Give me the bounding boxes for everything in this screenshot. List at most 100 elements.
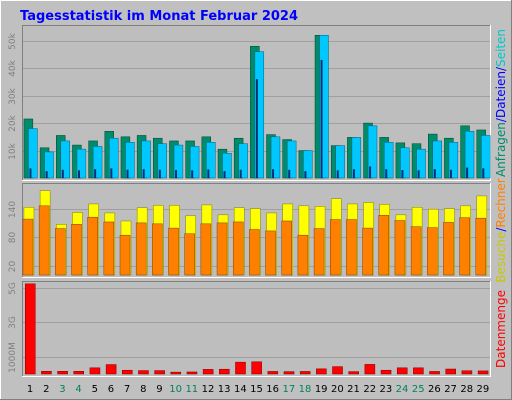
bar-rechner xyxy=(313,228,325,276)
bar-seiten xyxy=(401,170,404,178)
bar-dateien xyxy=(303,150,313,179)
bar-datenmenge xyxy=(89,367,101,375)
bar-dateien xyxy=(206,142,216,179)
x-tick-label: 7 xyxy=(124,384,130,395)
y-tick-label: 3G xyxy=(8,316,18,329)
bar-datenmenge xyxy=(251,361,262,375)
bar-rechner xyxy=(119,234,131,276)
bar-datenmenge xyxy=(235,361,246,375)
bar-seiten xyxy=(223,171,226,178)
bar-dateien xyxy=(270,136,281,179)
y-tick-label: 10k xyxy=(8,142,18,159)
x-tick-label: 25 xyxy=(412,384,425,395)
x-tick-label: 13 xyxy=(218,384,231,395)
bar-seiten xyxy=(142,169,145,178)
bar-rechner xyxy=(297,234,309,276)
bar-seiten xyxy=(158,169,161,178)
bar-seiten xyxy=(466,167,469,178)
bar-dateien xyxy=(173,144,184,179)
panel-middle: 20 80 140 Besuche/Rechner xyxy=(8,178,508,282)
x-tick-label: 10 xyxy=(169,384,182,395)
chart-title: Tagesstatistik im Monat Februar 2024 xyxy=(20,9,298,24)
bar-seiten xyxy=(433,169,436,178)
bar-datenmenge xyxy=(445,368,456,375)
bar-dateien xyxy=(92,146,103,179)
y-tick-label: 30k xyxy=(8,87,18,104)
legend-label-part: / xyxy=(494,66,508,71)
bar-datenmenge xyxy=(396,367,408,375)
bar-datenmenge xyxy=(332,366,343,375)
bar-rechner xyxy=(87,216,98,276)
x-tick-label: 23 xyxy=(380,384,393,395)
legend-label-top: Anfragen/Dateien/Seiten xyxy=(494,29,508,177)
y-tick-label: 80 xyxy=(8,232,18,244)
bar-datenmenge xyxy=(57,371,68,375)
bar-rechner xyxy=(362,227,373,276)
bar-datenmenge xyxy=(380,369,392,375)
bar-seiten xyxy=(288,169,291,178)
x-tick-label: 22 xyxy=(363,384,376,395)
bar-datenmenge xyxy=(41,371,52,375)
bar-datenmenge xyxy=(283,371,295,375)
legend-label-part: / xyxy=(494,117,508,122)
x-tick-label: 3 xyxy=(59,384,65,395)
bar-dateien xyxy=(60,140,70,179)
legend-label-bottom: Datenmenge xyxy=(494,290,508,368)
bar-seiten xyxy=(29,168,32,178)
bar-dateien xyxy=(28,128,38,179)
bar-dateien xyxy=(351,137,362,179)
bar-dateien xyxy=(319,34,329,179)
legend-label-part: Rechner xyxy=(494,178,508,227)
bar-rechner xyxy=(410,226,422,276)
x-tick-label: 18 xyxy=(299,384,312,395)
bar-rechner xyxy=(200,223,212,276)
bar-rechner xyxy=(152,223,163,276)
x-tick-label: 1 xyxy=(27,384,33,395)
legend-label-part: Anfragen xyxy=(494,122,508,177)
bar-seiten xyxy=(110,168,113,178)
bar-dateien xyxy=(157,143,167,179)
bar-datenmenge xyxy=(348,371,359,375)
bar-datenmenge xyxy=(316,368,327,375)
legend-label-part: Besuche xyxy=(494,232,508,283)
bar-datenmenge xyxy=(364,364,376,375)
bar-rechner xyxy=(22,218,34,276)
bar-seiten xyxy=(126,169,129,178)
bar-datenmenge xyxy=(170,371,182,375)
bar-seiten xyxy=(175,170,178,178)
bar-dateien xyxy=(141,140,151,179)
bar-dateien xyxy=(481,135,491,179)
legend-label-middle: Besuche/Rechner xyxy=(494,178,508,282)
panel-bottom: 1000M 3G 5G Datenmenge xyxy=(8,281,508,377)
x-tick-label: 26 xyxy=(428,384,441,395)
bar-dateien xyxy=(44,151,54,179)
y-tick-label: 140 xyxy=(8,201,18,218)
bar-seiten xyxy=(239,169,242,178)
bar-datenmenge xyxy=(122,369,133,375)
bar-dateien xyxy=(222,153,232,179)
bar-seiten xyxy=(207,169,210,178)
bar-seiten xyxy=(336,170,339,178)
bar-dateien xyxy=(254,51,265,179)
y-tick-label: 5G xyxy=(8,282,18,295)
x-tick-label: 4 xyxy=(75,384,81,395)
bar-dateien xyxy=(384,142,394,179)
x-tick-label: 28 xyxy=(460,384,473,395)
bar-seiten xyxy=(482,168,485,178)
bar-dateien xyxy=(464,131,475,179)
bar-dateien xyxy=(367,125,378,179)
bar-rechner xyxy=(281,220,293,276)
bar-datenmenge xyxy=(138,370,149,375)
bar-dateien xyxy=(125,142,135,179)
bar-rechner xyxy=(265,230,276,276)
y-tick-label: 20 xyxy=(8,261,18,273)
bar-datenmenge xyxy=(461,370,473,375)
x-tick-label: 11 xyxy=(185,384,198,395)
bar-seiten xyxy=(304,171,307,178)
bar-rechner xyxy=(55,228,66,276)
bar-datenmenge xyxy=(202,369,214,375)
bar-rechner xyxy=(38,205,50,276)
bar-rechner xyxy=(249,229,260,276)
x-tick-label: 12 xyxy=(202,384,215,395)
